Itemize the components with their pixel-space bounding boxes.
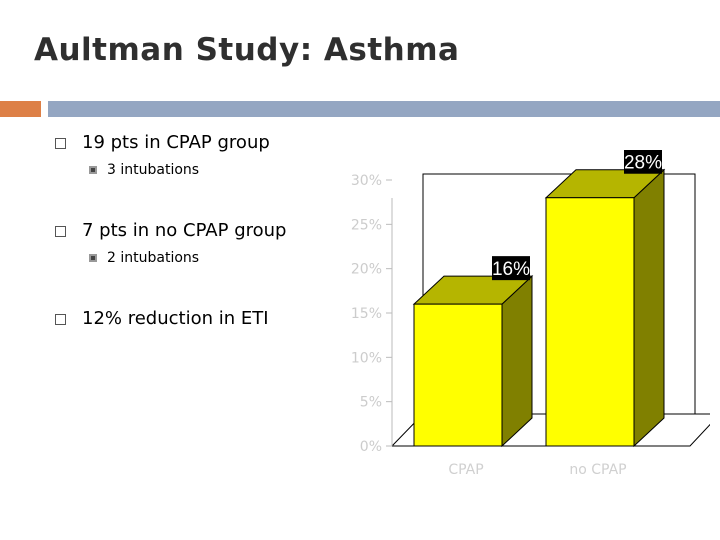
- x-tick-label: CPAP: [448, 462, 483, 478]
- accent-bar-blue: [48, 101, 720, 117]
- sub-bullet-item: 3 intubations: [89, 162, 199, 178]
- data-label: 16%: [492, 259, 530, 280]
- y-tick-label: 5%: [360, 395, 382, 411]
- y-tick-label: 25%: [351, 217, 382, 233]
- square-bullet-icon: [55, 225, 66, 237]
- data-label-background: [492, 256, 530, 281]
- y-tick-label: 0%: [360, 439, 382, 455]
- sub-bullet-item: 2 intubations: [89, 250, 199, 266]
- bars: 16% 28%: [412, 150, 666, 448]
- data-label: 28%: [624, 153, 662, 174]
- bar: [413, 303, 503, 447]
- bar-side: [501, 274, 533, 448]
- accent-bar-orange: [0, 101, 41, 117]
- x-tick-label: no CPAP: [569, 462, 626, 478]
- square-bullet-icon: [55, 313, 66, 325]
- bar: [545, 197, 635, 447]
- x-axis-labels: CPAP no CPAP: [448, 462, 626, 478]
- bar-chart: 0% 5% 10% 15% 20% 25% 30% 16% 28% CPAP no CPAP: [351, 150, 710, 478]
- square-bullet-icon: [55, 137, 66, 149]
- filled-square-bullet-icon: [89, 166, 97, 174]
- y-axis-ticks: 0% 5% 10% 15% 20% 25% 30%: [351, 173, 392, 455]
- bullet-item: 19 pts in CPAP group: [55, 132, 270, 153]
- slide-title: Aultman Study: Asthma: [34, 32, 460, 68]
- data-label-background: [624, 150, 662, 174]
- y-tick-label: 10%: [351, 350, 382, 366]
- y-tick-label: 30%: [351, 173, 382, 189]
- filled-square-bullet-icon: [89, 254, 97, 262]
- y-tick-label: 15%: [351, 306, 382, 322]
- y-tick-label: 20%: [351, 262, 382, 278]
- bullet-item: 12% reduction in ETI: [55, 308, 269, 329]
- bar-side: [633, 168, 665, 448]
- bullet-item: 7 pts in no CPAP group: [55, 220, 286, 241]
